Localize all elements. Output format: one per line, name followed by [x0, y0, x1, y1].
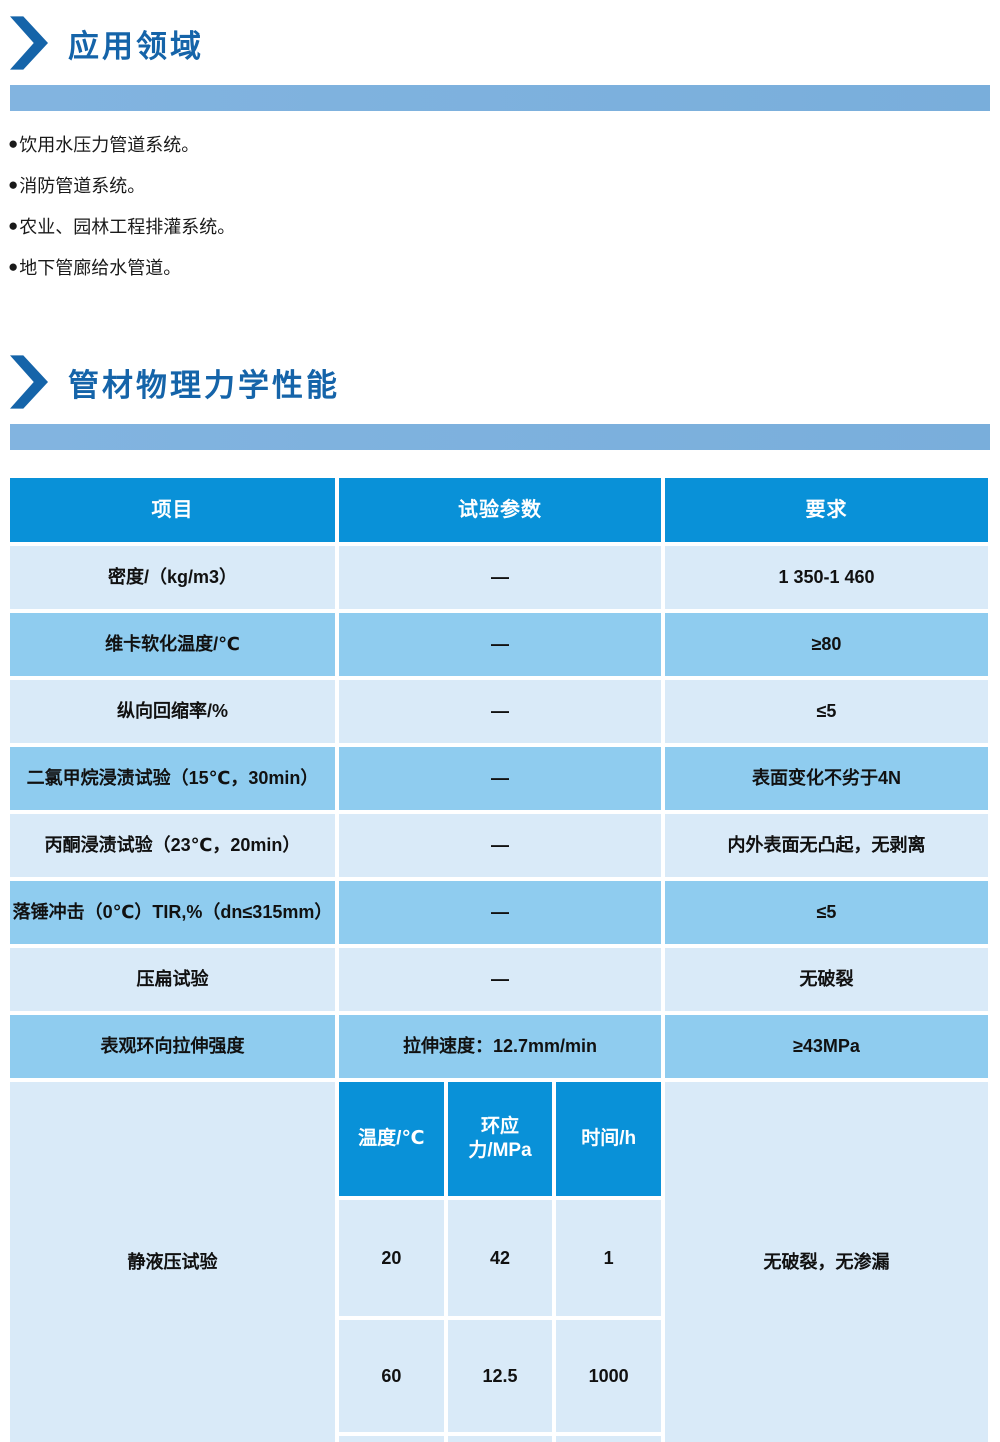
- section-title-properties: 管材物理力学性能: [68, 367, 340, 403]
- brochure-page: 应用领域 ● 饮用水压力管道系统。 ● 消防管道系统。 ● 农业、园林工程排灌系…: [0, 14, 1000, 1442]
- table-cell-param: —: [339, 747, 661, 810]
- bullet-icon: ●: [8, 257, 19, 276]
- subtable-header-temperature: 温度/℃: [339, 1082, 444, 1196]
- subtable-cell-hoop-stress: 42: [447, 1200, 553, 1316]
- table-cell-item: 密度/（kg/m3）: [10, 546, 335, 609]
- subtable-partial-row-cell: [556, 1436, 661, 1442]
- bullet-icon: ●: [8, 134, 19, 153]
- table-header-req: 要求: [665, 478, 988, 542]
- list-item-text: 饮用水压力管道系统。: [19, 135, 200, 155]
- table-cell-req: ≤5: [665, 680, 988, 743]
- table-cell-req: 无破裂: [665, 948, 988, 1011]
- subtable-cell-temperature: 60: [339, 1320, 444, 1432]
- table-cell-req: ≥43MPa: [665, 1015, 988, 1078]
- bullet-icon: ●: [8, 216, 19, 235]
- list-item: ● 饮用水压力管道系统。: [8, 131, 1000, 157]
- list-item: ● 地下管廊给水管道。: [8, 254, 1000, 280]
- table-cell-item: 纵向回缩率/%: [10, 680, 335, 743]
- table-cell-req: ≥80: [665, 613, 988, 676]
- chevron-right-icon: [10, 16, 48, 70]
- applications-list: ● 饮用水压力管道系统。 ● 消防管道系统。 ● 农业、园林工程排灌系统。 ● …: [8, 131, 1000, 280]
- table-cell-req: ≤5: [665, 881, 988, 944]
- list-item: ● 消防管道系统。: [8, 172, 1000, 198]
- section-heading-properties: 管材物理力学性能: [10, 353, 1000, 411]
- list-item-text: 消防管道系统。: [19, 176, 146, 196]
- subtable-cell-time: 1000: [556, 1320, 661, 1432]
- bullet-icon: ●: [8, 175, 19, 194]
- subtable-header-hoop-stress: 环应力/MPa: [447, 1082, 553, 1196]
- table-cell-param: —: [339, 680, 661, 743]
- table-cell-param: —: [339, 881, 661, 944]
- list-item: ● 农业、园林工程排灌系统。: [8, 213, 1000, 239]
- divider-bar: [10, 85, 990, 111]
- table-cell-item: 落锤冲击（0℃）TIR,%（dn≤315mm）: [10, 881, 335, 944]
- list-item-text: 农业、园林工程排灌系统。: [19, 217, 236, 237]
- section-title-applications: 应用领域: [68, 28, 204, 64]
- table-cell-param: —: [339, 814, 661, 877]
- subtable-partial-row-cell: [447, 1436, 553, 1442]
- table-cell-param: 拉伸速度：12.7mm/min: [339, 1015, 661, 1078]
- table-cell-param: —: [339, 948, 661, 1011]
- section-heading-applications: 应用领域: [10, 14, 1000, 72]
- table-header-item: 项目: [10, 478, 335, 542]
- table-cell-item: 维卡软化温度/℃: [10, 613, 335, 676]
- table-cell-req: 内外表面无凸起，无剥离: [665, 814, 988, 877]
- table-cell-param: —: [339, 546, 661, 609]
- properties-table: 项目 试验参数 要求 密度/（kg/m3） — 1 350-1 460 维卡软化…: [10, 478, 990, 1442]
- table-cell-item: 静液压试验: [10, 1082, 335, 1442]
- subtable-cell-temperature: 20: [339, 1200, 444, 1316]
- table-cell-req: 1 350-1 460: [665, 546, 988, 609]
- list-item-text: 地下管廊给水管道。: [19, 258, 182, 278]
- subtable-cell-time: 1: [556, 1200, 661, 1316]
- subtable-header-time: 时间/h: [556, 1082, 661, 1196]
- divider-bar: [10, 424, 990, 450]
- hydrostatic-subtable: 温度/℃ 环应力/MPa 时间/h 20 42 1 60 12.5 1000: [339, 1082, 661, 1442]
- table-cell-param: —: [339, 613, 661, 676]
- table-cell-item: 丙酮浸渍试验（23℃，20min）: [10, 814, 335, 877]
- table-cell-item: 二氯甲烷浸渍试验（15℃，30min）: [10, 747, 335, 810]
- table-cell-item: 压扁试验: [10, 948, 335, 1011]
- subtable-partial-row-cell: [339, 1436, 444, 1442]
- section-gap: [0, 295, 1000, 339]
- chevron-right-icon: [10, 355, 48, 409]
- table-cell-item: 表观环向拉伸强度: [10, 1015, 335, 1078]
- subtable-cell-hoop-stress: 12.5: [447, 1320, 553, 1432]
- table-cell-req: 无破裂，无渗漏: [665, 1082, 988, 1442]
- table-cell-req: 表面变化不劣于4N: [665, 747, 988, 810]
- table-header-param: 试验参数: [339, 478, 661, 542]
